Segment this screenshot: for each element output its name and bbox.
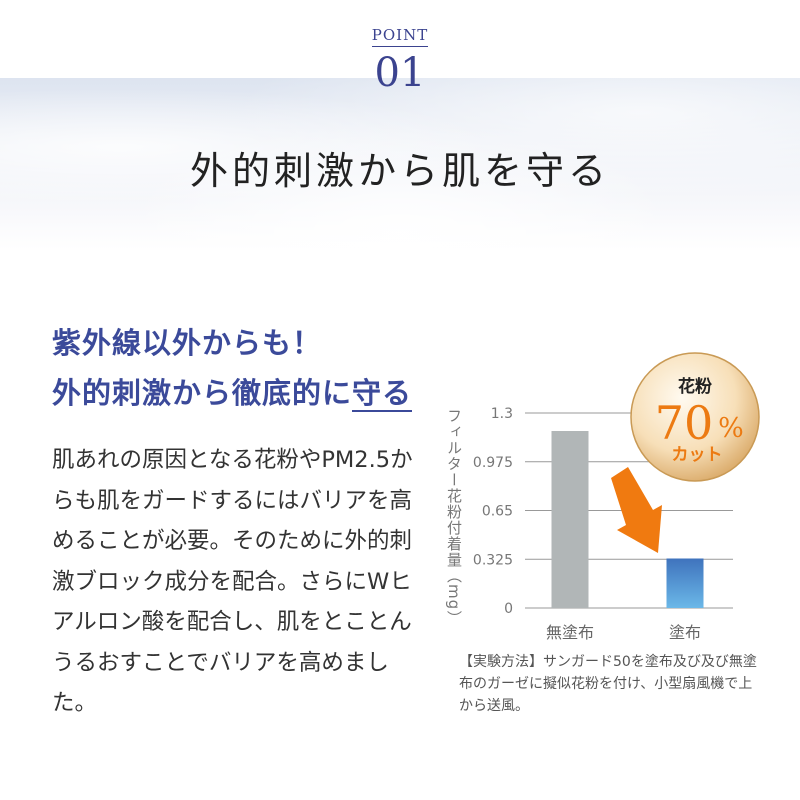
badge-circle [630, 352, 760, 482]
point-divider [372, 46, 428, 47]
hero-background [0, 78, 800, 250]
heading-line-2: 外的刺激から徹底的に守る [52, 368, 413, 418]
point-label: POINT [371, 26, 429, 44]
x-category-label: 塗布 [669, 623, 701, 642]
down-arrow-icon [611, 467, 662, 553]
heading-underlined: 守る [352, 376, 413, 412]
chart-y-axis-label: フィルター花粉付着量（mg） [445, 408, 463, 627]
y-tick-label: 0.65 [482, 504, 513, 520]
y-tick-label: 0.975 [473, 455, 513, 471]
heading-line-2-text: 外的刺激から徹底的に [52, 376, 353, 410]
bar-1 [666, 558, 704, 608]
badge-value: 70 [655, 396, 714, 450]
y-tick-label: 0 [504, 601, 513, 617]
bar-0 [551, 431, 589, 608]
badge-top: 花粉 [678, 376, 712, 397]
point-number: 01 [374, 50, 426, 96]
experiment-note: 【実験方法】サンガード50を塗布及び及び無塗布のガーゼに擬似花粉を付け、小型扇風… [459, 654, 757, 714]
x-category-label: 無塗布 [546, 623, 594, 642]
y-tick-label: 0.325 [473, 552, 513, 568]
page-title: 外的刺激から肌を守る [189, 149, 610, 193]
body-text: 肌あれの原因となる花粉やPM2.5からも肌をガードするにはバリアを高めることが必… [52, 447, 413, 716]
section-heading: 紫外線以外からも！ 外的刺激から徹底的に守る [52, 318, 413, 418]
heading-line-1: 紫外線以外からも！ [52, 326, 323, 360]
y-tick-label: 1.3 [491, 406, 513, 422]
badge-bottom: カット [672, 445, 723, 465]
badge-unit: % [718, 413, 744, 444]
